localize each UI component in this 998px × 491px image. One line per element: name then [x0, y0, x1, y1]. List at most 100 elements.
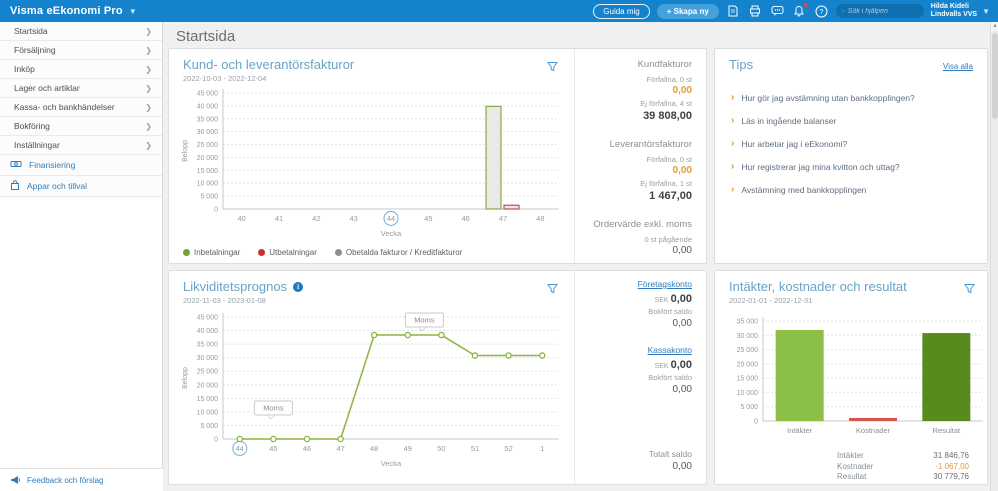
svg-text:Belopp: Belopp: [182, 140, 189, 162]
svg-text:Kostnader: Kostnader: [856, 426, 891, 435]
chevron-right-icon: ›: [731, 93, 734, 103]
app-root: Visma eEkonomi Pro ▼ Guida mig + Skapa n…: [0, 0, 998, 491]
sidebar-item-label: Kassa- och bankhändelser: [14, 102, 145, 112]
svg-text:20 000: 20 000: [197, 155, 219, 162]
user-menu[interactable]: Hilda Kideli Lindvalls VVS ▼: [931, 3, 990, 19]
liquidity-card-date: 2022-11-03 - 2023-01-08: [183, 296, 266, 305]
customer-overdue-value: 0,00: [673, 85, 692, 96]
invoices-chart: 05 00010 00015 00020 00025 00030 00035 0…: [177, 87, 569, 245]
filter-funnel-icon[interactable]: [964, 281, 975, 299]
tip-link[interactable]: ›Avstämning med bankkopplingen: [731, 185, 975, 195]
chat-icon[interactable]: [770, 4, 785, 19]
sidebar-item-label: Lager och artiklar: [14, 83, 145, 93]
svg-text:15 000: 15 000: [197, 168, 219, 175]
total-balance-value: 0,00: [673, 461, 692, 472]
legend-item: Obetalda fakturor / Kreditfakturor: [335, 248, 463, 257]
chevron-right-icon: ❯: [145, 65, 152, 74]
svg-text:35 000: 35 000: [737, 319, 759, 326]
legend-label: Utbetalningar: [269, 248, 317, 257]
tips-show-all-link[interactable]: Visa alla: [943, 62, 973, 71]
svg-text:10 000: 10 000: [197, 181, 219, 188]
svg-text:45: 45: [424, 214, 432, 223]
tip-link[interactable]: › Hur gör jag avstämning utan bankkopplin…: [731, 93, 975, 103]
printer-icon[interactable]: [748, 4, 763, 19]
help-icon[interactable]: ?: [814, 4, 829, 19]
tip-link[interactable]: ›Hur arbetar jag i eEkonomi?: [731, 139, 975, 149]
sidebar-item-inst-llningar[interactable]: Inställningar❯: [0, 136, 162, 155]
result-summary: Intäkter31 846,76Kostnader-1 067,00Resul…: [837, 451, 969, 483]
filter-funnel-icon[interactable]: [547, 281, 558, 299]
sidebar: Startsida❯Försäljning❯Inköp❯Lager och ar…: [0, 22, 163, 491]
notifications-bell-icon[interactable]: [792, 4, 807, 19]
order-value-header: Ordervärde exkl. moms: [593, 219, 692, 230]
feedback-label: Feedback och förslag: [27, 476, 104, 485]
svg-text:43: 43: [349, 214, 357, 223]
megaphone-icon: [10, 475, 21, 485]
legend-label: Obetalda fakturor / Kreditfakturor: [346, 248, 463, 257]
tip-text: Hur arbetar jag i eEkonomi?: [741, 139, 847, 149]
sidebar-tool-finansiering[interactable]: Finansiering: [0, 155, 162, 176]
company-account-link[interactable]: Företagskonto: [638, 279, 692, 289]
svg-text:48: 48: [536, 214, 544, 223]
svg-text:52: 52: [504, 444, 512, 453]
chevron-right-icon: ❯: [145, 27, 152, 36]
accounts-panel: Företagskonto SEK0,00 Bokfört saldo 0,00…: [572, 271, 706, 484]
cash-account-link[interactable]: Kassakonto: [648, 345, 692, 355]
liquidity-card-title: Likviditetsprognos: [183, 279, 287, 294]
result-summary-row: Intäkter31 846,76: [837, 451, 969, 462]
sidebar-item-bokf-ring[interactable]: Bokföring❯: [0, 117, 162, 136]
svg-text:20 000: 20 000: [737, 361, 759, 368]
svg-text:35 000: 35 000: [197, 342, 219, 349]
invoices-card-date: 2022-10-03 - 2022-12-04: [183, 74, 266, 83]
svg-text:Moms: Moms: [263, 404, 284, 413]
svg-text:45 000: 45 000: [197, 315, 219, 322]
tips-title: Tips: [729, 57, 753, 72]
svg-text:10 000: 10 000: [737, 390, 759, 397]
svg-text:47: 47: [336, 444, 344, 453]
sidebar-item-kassa-och-bankh-ndelser[interactable]: Kassa- och bankhändelser❯: [0, 98, 162, 117]
supplier-overdue-label: Förfallna, 0 st: [647, 155, 692, 164]
legend-dot-icon: [258, 249, 265, 256]
help-search: [836, 4, 924, 18]
filter-funnel-icon[interactable]: [547, 59, 558, 77]
guide-button[interactable]: Guida mig: [593, 4, 649, 19]
sidebar-tool-label: Appar och tillval: [27, 181, 87, 191]
company-account-amount: SEK0,00: [655, 293, 692, 305]
tip-link[interactable]: ›Läs in ingående balanser: [731, 116, 975, 126]
summary-value: 31 846,76: [907, 451, 969, 462]
app-title: Visma eEkonomi Pro: [10, 5, 123, 17]
tips-card: Tips Visa alla › Hur gör jag avstämning u…: [714, 48, 988, 264]
cash-booked-label: Bokfört saldo: [648, 373, 692, 382]
supplier-open-label: Ej förfallna, 1 st: [640, 179, 692, 188]
sidebar-tool-appar-och-tillval[interactable]: Appar och tillval: [0, 176, 162, 197]
create-new-button[interactable]: + Skapa ny: [657, 4, 719, 19]
scroll-up-arrow-icon[interactable]: ▲: [991, 22, 998, 31]
svg-text:1: 1: [540, 444, 544, 453]
svg-text:51: 51: [471, 444, 479, 453]
sidebar-item-f-rs-ljning[interactable]: Försäljning❯: [0, 41, 162, 60]
summary-label: Intäkter: [837, 451, 907, 462]
info-icon[interactable]: i: [293, 282, 303, 292]
search-input[interactable]: [848, 8, 918, 15]
document-icon[interactable]: [726, 4, 741, 19]
sidebar-item-lager-och-artiklar[interactable]: Lager och artiklar❯: [0, 79, 162, 98]
sidebar-item-startsida[interactable]: Startsida❯: [0, 22, 162, 41]
tip-link[interactable]: ›Hur registrerar jag mina kvitton och ut…: [731, 162, 975, 172]
app-switcher[interactable]: Visma eEkonomi Pro ▼: [10, 5, 137, 17]
cash-account-amount: SEK0,00: [655, 359, 692, 371]
liquidity-card: Likviditetsprognos i 2022-11-03 - 2023-0…: [168, 270, 707, 485]
chevron-right-icon: ❯: [145, 103, 152, 112]
svg-text:45: 45: [269, 444, 277, 453]
sidebar-item-ink-p[interactable]: Inköp❯: [0, 60, 162, 79]
feedback-link[interactable]: Feedback och förslag: [0, 468, 163, 491]
svg-text:25 000: 25 000: [737, 347, 759, 354]
scrollbar-thumb[interactable]: [992, 33, 998, 119]
svg-text:Vecka: Vecka: [381, 459, 402, 468]
summary-label: Kostnader: [837, 462, 907, 473]
chevron-right-icon: ❯: [145, 122, 152, 131]
page-scrollbar[interactable]: ▲: [990, 22, 998, 491]
svg-text:44: 44: [236, 444, 244, 453]
customer-open-value: 39 808,00: [643, 110, 692, 122]
tip-text: Hur gör jag avstämning utan bankkoppling…: [741, 93, 914, 103]
svg-text:35 000: 35 000: [197, 116, 219, 123]
